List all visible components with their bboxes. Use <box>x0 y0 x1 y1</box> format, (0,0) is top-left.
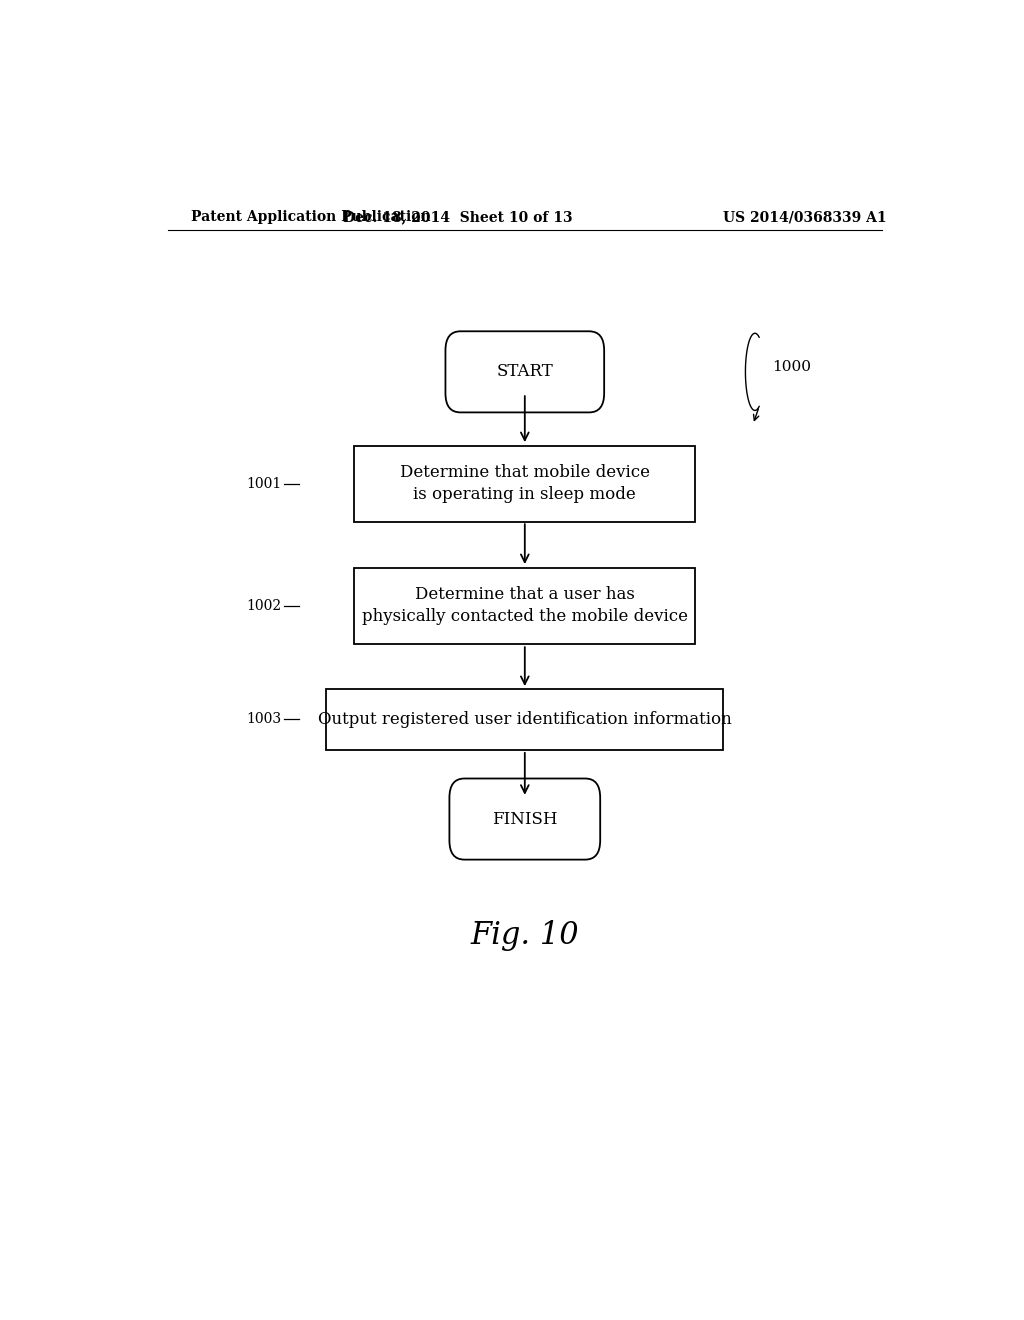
Text: Patent Application Publication: Patent Application Publication <box>191 210 431 224</box>
Text: START: START <box>497 363 553 380</box>
Text: 1003: 1003 <box>246 713 282 726</box>
Text: Output registered user identification information: Output registered user identification in… <box>317 711 732 727</box>
FancyBboxPatch shape <box>445 331 604 412</box>
Text: 1001: 1001 <box>246 477 282 491</box>
Bar <box>354 568 695 644</box>
Text: US 2014/0368339 A1: US 2014/0368339 A1 <box>723 210 887 224</box>
Text: Fig. 10: Fig. 10 <box>470 920 580 952</box>
Text: Determine that mobile device
is operating in sleep mode: Determine that mobile device is operatin… <box>399 465 650 503</box>
Bar <box>354 446 695 521</box>
Bar <box>327 689 723 750</box>
Text: 1002: 1002 <box>246 598 282 612</box>
Text: FINISH: FINISH <box>493 810 557 828</box>
FancyBboxPatch shape <box>450 779 600 859</box>
Text: Determine that a user has
physically contacted the mobile device: Determine that a user has physically con… <box>361 586 688 626</box>
Text: Dec. 18, 2014  Sheet 10 of 13: Dec. 18, 2014 Sheet 10 of 13 <box>343 210 572 224</box>
Text: 1000: 1000 <box>772 360 811 374</box>
